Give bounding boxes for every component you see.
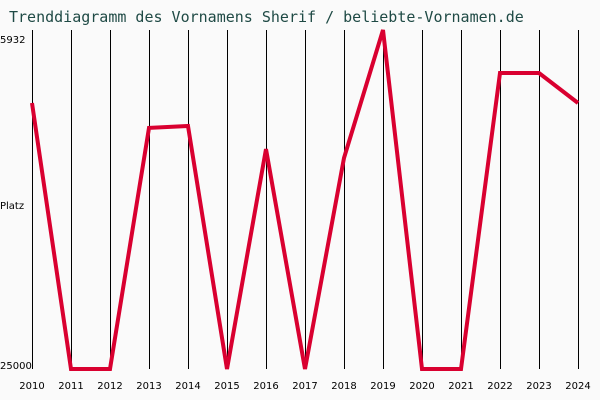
x-tick-label: 2017 — [292, 381, 318, 392]
series-line-sherif — [30, 29, 580, 371]
x-tick-label: 2016 — [253, 381, 279, 392]
y-axis-title: Platz — [0, 201, 25, 212]
x-tick-label: 2020 — [409, 381, 435, 392]
y-axis-bottom-label: 25000 — [0, 361, 32, 372]
chart-title: Trenddiagramm des Vornamens Sherif / bel… — [9, 8, 524, 26]
x-tick-label: 2013 — [136, 381, 162, 392]
x-tick-label: 2024 — [565, 381, 591, 392]
grid-lines — [32, 30, 579, 369]
x-tick-label: 2019 — [370, 381, 396, 392]
x-tick-label: 2010 — [19, 381, 45, 392]
y-axis-top-label: 5932 — [0, 35, 26, 46]
x-tick-label: 2022 — [487, 381, 513, 392]
x-tick-label: 2014 — [175, 381, 201, 392]
x-tick-label: 2018 — [331, 381, 357, 392]
x-tick-label: 2023 — [526, 381, 552, 392]
x-tick-label: 2012 — [97, 381, 123, 392]
x-tick-label: 2021 — [448, 381, 474, 392]
x-tick-label: 2015 — [214, 381, 240, 392]
x-tick-label: 2011 — [58, 381, 84, 392]
